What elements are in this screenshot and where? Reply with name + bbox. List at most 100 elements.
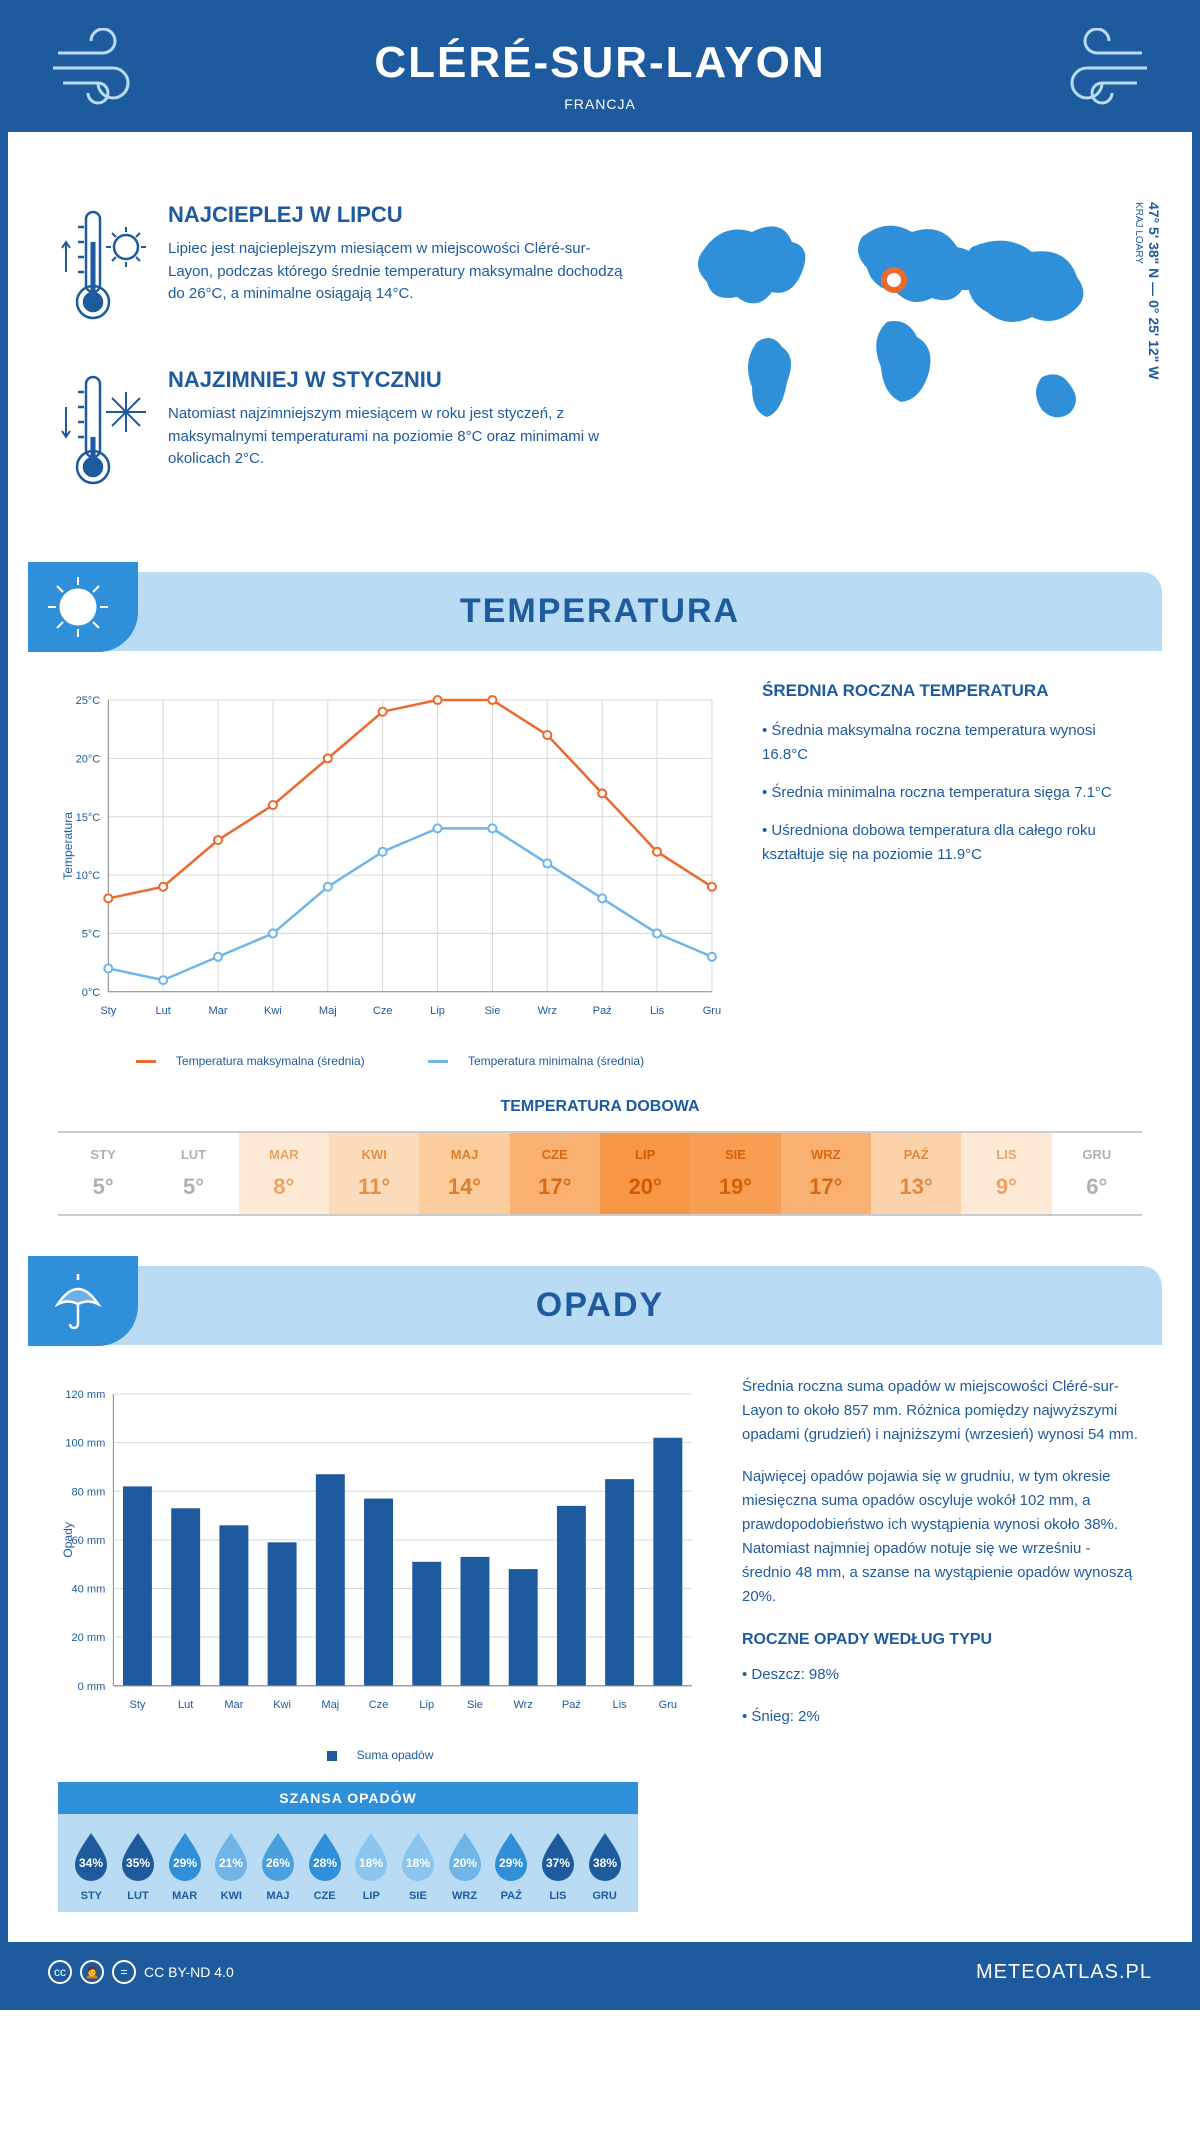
svg-text:28%: 28% (313, 1856, 337, 1870)
sun-icon (43, 572, 113, 642)
svg-text:29%: 29% (173, 1856, 197, 1870)
precip-type-title: ROCZNE OPADY WEDŁUG TYPU (742, 1627, 1142, 1653)
chance-drop: 29%PAŹ (490, 1829, 532, 1902)
nd-icon: = (112, 1960, 136, 1984)
chart-legend: Temperatura maksymalna (średnia) Tempera… (58, 1054, 722, 1068)
temp-cell: KWI11° (329, 1133, 419, 1214)
temperature-line-chart: 0°C5°C10°C15°C20°C25°CStyLutMarKwiMajCze… (58, 681, 722, 1041)
warmest-title: NAJCIEPLEJ W LIPCU (168, 202, 632, 228)
intro-section: NAJCIEPLEJ W LIPCU Lipiec jest najcieple… (8, 132, 1192, 562)
svg-text:Temperatura: Temperatura (61, 812, 75, 880)
world-map-area: 47° 5' 38" N — 0° 25' 12" W KRAJ LOARY (662, 202, 1142, 532)
svg-text:60 mm: 60 mm (72, 1535, 106, 1547)
chance-drop: 20%WRZ (444, 1829, 486, 1902)
license-text: CC BY-ND 4.0 (144, 1964, 234, 1980)
svg-text:38%: 38% (593, 1856, 617, 1870)
thermometer-cold-icon (58, 367, 148, 497)
chance-drop: 38%GRU (584, 1829, 626, 1902)
svg-text:20%: 20% (453, 1856, 477, 1870)
precip-type-item: • Deszcz: 98% (742, 1663, 1142, 1687)
svg-text:Sie: Sie (467, 1699, 483, 1711)
warmest-text: Lipiec jest najcieplejszym miesiącem w m… (168, 238, 632, 306)
chance-drop: 29%MAR (164, 1829, 206, 1902)
temp-cell: PAŹ13° (871, 1133, 961, 1214)
cc-icon: cc (48, 1960, 72, 1984)
svg-text:29%: 29% (499, 1856, 523, 1870)
temp-cell: CZE17° (510, 1133, 600, 1214)
svg-text:Wrz: Wrz (513, 1699, 532, 1711)
temp-cell: MAJ14° (419, 1133, 509, 1214)
svg-text:10°C: 10°C (76, 870, 101, 882)
temp-cell: SIE19° (690, 1133, 780, 1214)
svg-text:34%: 34% (79, 1856, 103, 1870)
svg-text:100 mm: 100 mm (65, 1438, 105, 1450)
footer: cc 🙍 = CC BY-ND 4.0 METEOATLAS.PL (8, 1942, 1192, 2002)
chance-drop: 35%LUT (117, 1829, 159, 1902)
page-title: CLÉRÉ-SUR-LAYON (68, 38, 1132, 88)
svg-text:20°C: 20°C (76, 753, 101, 765)
svg-text:Lut: Lut (178, 1699, 193, 1711)
svg-text:21%: 21% (219, 1856, 243, 1870)
svg-text:35%: 35% (126, 1856, 150, 1870)
svg-text:0°C: 0°C (82, 987, 101, 999)
section-header-temperature: TEMPERATURA (38, 572, 1162, 651)
svg-text:Lut: Lut (155, 1005, 170, 1017)
stat-item: • Średnia minimalna roczna temperatura s… (762, 781, 1142, 805)
chance-drop: 21%KWI (210, 1829, 252, 1902)
precipitation-bar-chart: 0 mm 20 mm 40 mm 60 mm 80 mm 100 mm 120 mm Sty L… (58, 1375, 702, 1735)
stat-item: • Średnia maksymalna roczna temperatura … (762, 719, 1142, 767)
temp-cell: WRZ17° (781, 1133, 871, 1214)
chart-legend: Suma opadów (58, 1748, 702, 1762)
temp-cell: LUT5° (148, 1133, 238, 1214)
temp-cell: MAR8° (239, 1133, 329, 1214)
svg-text:Maj: Maj (319, 1005, 337, 1017)
wind-icon (1052, 28, 1152, 108)
svg-text:18%: 18% (406, 1856, 430, 1870)
svg-text:20 mm: 20 mm (72, 1632, 106, 1644)
daily-temp-title: TEMPERATURA DOBOWA (58, 1098, 1142, 1116)
svg-text:Mar: Mar (209, 1005, 228, 1017)
svg-text:Paź: Paź (562, 1699, 581, 1711)
umbrella-icon (43, 1266, 113, 1336)
svg-text:Maj: Maj (321, 1699, 339, 1711)
svg-text:80 mm: 80 mm (72, 1486, 106, 1498)
precip-paragraph: Najwięcej opadów pojawia się w grudniu, … (742, 1465, 1142, 1609)
svg-text:0 mm: 0 mm (78, 1681, 106, 1693)
svg-text:5°C: 5°C (82, 928, 101, 940)
temp-cell: STY5° (58, 1133, 148, 1214)
svg-text:120 mm: 120 mm (65, 1389, 105, 1401)
svg-text:Cze: Cze (373, 1005, 393, 1017)
precip-type-item: • Śnieg: 2% (742, 1705, 1142, 1729)
svg-text:Mar: Mar (224, 1699, 243, 1711)
chance-drop: 18%LIP (350, 1829, 392, 1902)
svg-text:Wrz: Wrz (538, 1005, 557, 1017)
chance-drop: 26%MAJ (257, 1829, 299, 1902)
precipitation-stats: Średnia roczna suma opadów w miejscowośc… (742, 1375, 1142, 1762)
svg-text:Sty: Sty (129, 1699, 145, 1711)
license-badge: cc 🙍 = CC BY-ND 4.0 (48, 1960, 234, 1984)
temp-cell: LIP20° (600, 1133, 690, 1214)
chance-drop: 34%STY (70, 1829, 112, 1902)
svg-text:Lis: Lis (650, 1005, 665, 1017)
chance-title: SZANSA OPADÓW (58, 1782, 638, 1814)
coldest-block: NAJZIMNIEJ W STYCZNIU Natomiast najzimni… (58, 367, 632, 502)
svg-text:40 mm: 40 mm (72, 1584, 106, 1596)
warmest-block: NAJCIEPLEJ W LIPCU Lipiec jest najcieple… (58, 202, 632, 337)
svg-text:26%: 26% (266, 1856, 290, 1870)
site-name: METEOATLAS.PL (976, 1961, 1152, 1984)
svg-text:Opady: Opady (61, 1522, 75, 1558)
svg-text:Lip: Lip (430, 1005, 445, 1017)
coldest-text: Natomiast najzimniejszym miesiącem w rok… (168, 403, 632, 471)
coldest-title: NAJZIMNIEJ W STYCZNIU (168, 367, 632, 393)
svg-text:37%: 37% (546, 1856, 570, 1870)
svg-text:18%: 18% (359, 1856, 383, 1870)
svg-text:Kwi: Kwi (273, 1699, 291, 1711)
svg-text:Lip: Lip (419, 1699, 434, 1711)
temperature-stats: ŚREDNIA ROCZNA TEMPERATURA • Średnia mak… (762, 681, 1142, 1068)
chance-drop: 28%CZE (304, 1829, 346, 1902)
svg-text:Paź: Paź (593, 1005, 612, 1017)
section-header-precipitation: OPADY (38, 1266, 1162, 1345)
section-title: OPADY (58, 1286, 1142, 1325)
svg-text:Cze: Cze (369, 1699, 389, 1711)
precipitation-chance-table: SZANSA OPADÓW 34%STY35%LUT29%MAR21%KWI26… (8, 1782, 688, 1942)
